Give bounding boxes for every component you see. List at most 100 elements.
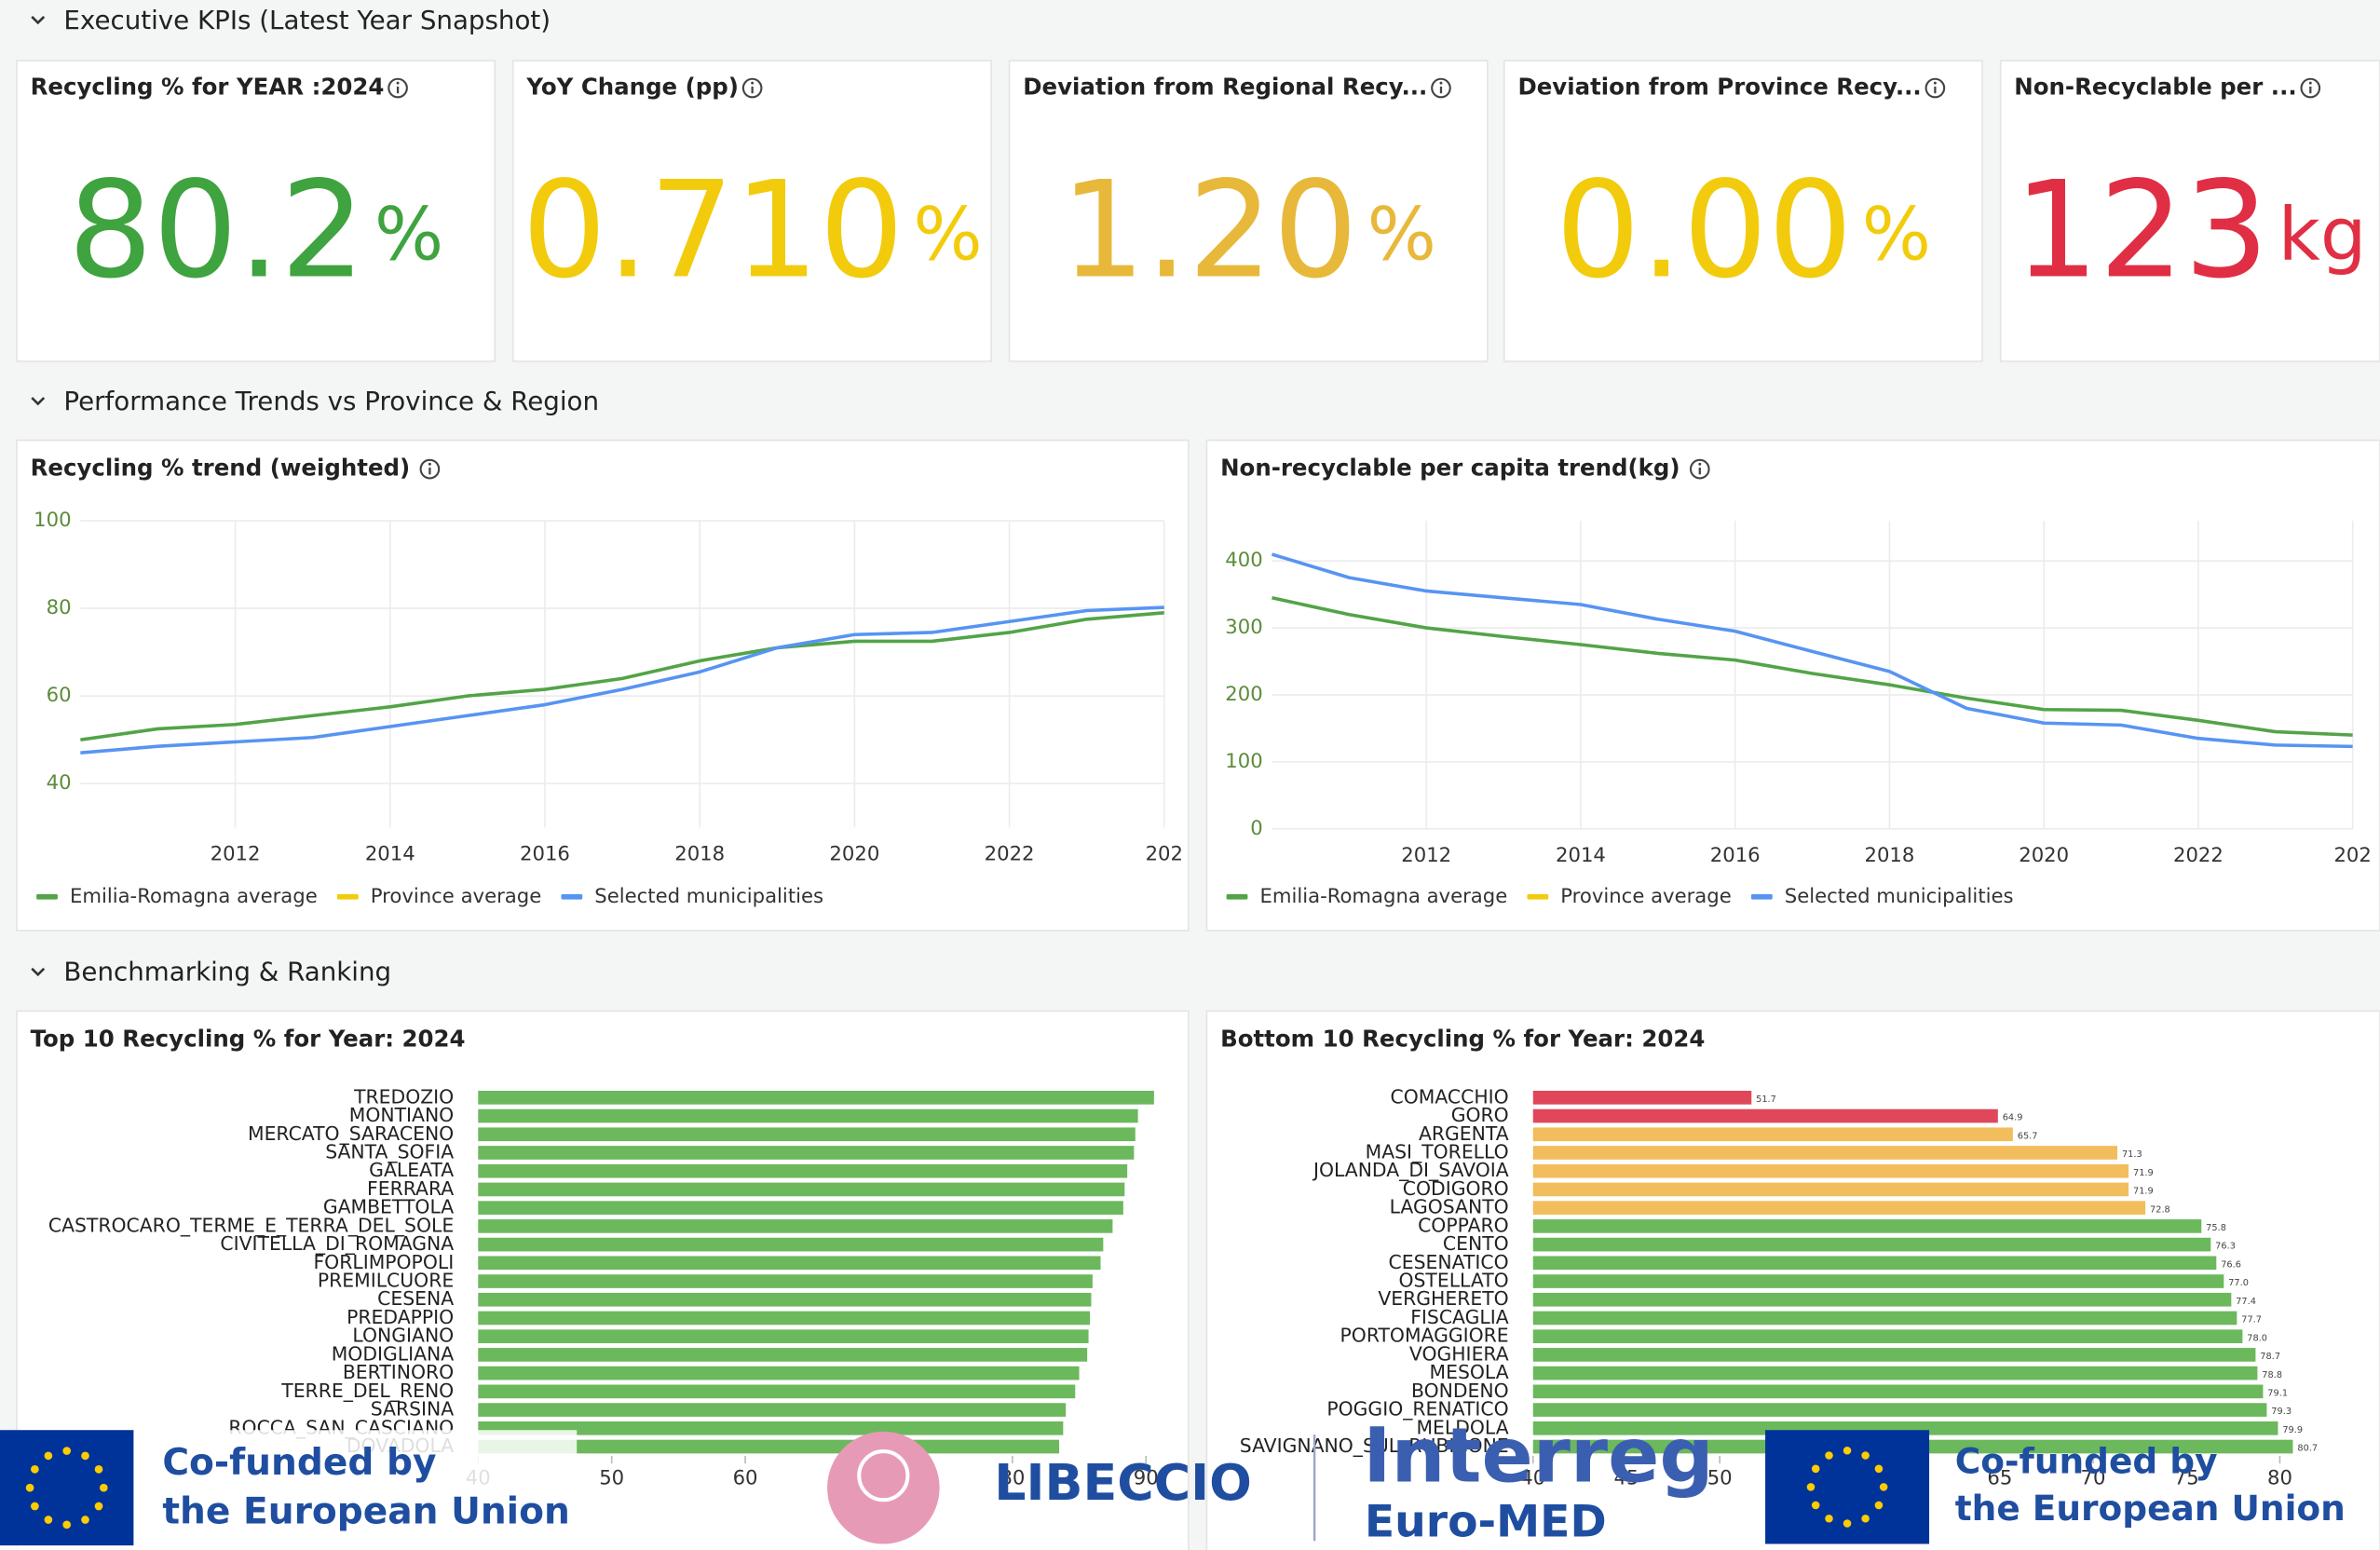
kpi-number: 123 (2014, 153, 2269, 308)
value-label: 76.6 (2221, 1259, 2241, 1270)
bar (478, 1146, 1135, 1160)
series-line (80, 605, 1164, 755)
legend-label[interactable]: Province average (1560, 884, 1731, 907)
x-tick-label: 75 (2174, 1465, 2199, 1489)
legend-swatch[interactable] (336, 893, 359, 900)
bar (1532, 1403, 2267, 1417)
info-icon-dot (1933, 81, 1937, 85)
kpi-unit: % (374, 193, 443, 278)
legend-swatch[interactable] (561, 893, 583, 900)
legend-swatch[interactable] (1226, 893, 1248, 900)
y-tick-label: 40 (47, 770, 72, 794)
kpi-value: 0.00% (1556, 153, 1931, 308)
info-icon (741, 77, 763, 99)
bar (1532, 1090, 1752, 1105)
bar (1532, 1329, 2243, 1344)
collapse-chevron[interactable] (31, 967, 46, 977)
category-label: COMACCHIO (1391, 1085, 1509, 1108)
category-label: LONGIANO (352, 1325, 454, 1347)
info-icon-dot (428, 462, 431, 466)
panel (16, 60, 496, 362)
kpi-unit: % (1367, 193, 1436, 278)
kpi-unit: % (1862, 193, 1931, 278)
legend-swatch[interactable] (1527, 893, 1549, 900)
panel (511, 60, 992, 362)
x-tick-label: 65 (1987, 1465, 2012, 1489)
section-title[interactable]: Executive KPIs (Latest Year Snapshot) (63, 5, 551, 35)
x-tick-label: 2012 (211, 842, 261, 865)
category-label: MODIGLIANA (332, 1342, 455, 1365)
category-label: SARSINA (371, 1398, 455, 1421)
bar (1532, 1146, 2118, 1160)
category-label: JOLANDA_DI_SAVOIA (1312, 1159, 1509, 1182)
legend-label[interactable]: Emilia-Romagna average (1259, 884, 1507, 907)
collapse-chevron[interactable] (31, 16, 46, 25)
eu-star (1874, 1464, 1884, 1474)
category-label: GAMBETTOLA (323, 1196, 454, 1218)
legend-label[interactable]: Selected municipalities (1785, 884, 2014, 907)
category-label: MELDOLA (1416, 1416, 1508, 1438)
series-line (1272, 596, 2353, 737)
eu-star (31, 1502, 39, 1511)
value-label: 79.3 (2271, 1407, 2292, 1417)
legend-label[interactable]: Emilia-Romagna average (70, 884, 318, 907)
bar (478, 1127, 1136, 1142)
category-label: GALEATA (369, 1159, 454, 1181)
legend-swatch[interactable] (1750, 893, 1773, 900)
kpi-title: Recycling % for YEAR :2024 (31, 74, 385, 101)
kpi-number: 0.00 (1556, 153, 1853, 308)
value-label: 77.0 (2228, 1278, 2249, 1288)
eu-star (44, 1516, 53, 1524)
kpi-title: YoY Change (pp) (525, 74, 739, 101)
kpi-unit: kg (2278, 193, 2367, 278)
series-line (80, 610, 1164, 741)
info-icon (1431, 77, 1451, 99)
category-label: TERRE_DEL_RENO (280, 1380, 454, 1403)
eu-star (1879, 1483, 1888, 1491)
x-tick-label: 2018 (674, 842, 725, 865)
libeccio-logo (827, 1431, 940, 1544)
eu-star (62, 1520, 72, 1530)
eu-star (1861, 1451, 1870, 1460)
category-label: ARGENTA (1419, 1122, 1509, 1145)
value-label: 71.9 (2133, 1187, 2154, 1197)
y-tick-label: 400 (1225, 548, 1262, 571)
y-tick-label: 60 (47, 683, 72, 706)
x-tick-label: 2020 (2019, 843, 2069, 866)
value-label: 78.8 (2262, 1370, 2282, 1380)
section-title[interactable]: Benchmarking & Ranking (63, 957, 391, 987)
category-label: POGGIO_RENATICO (1326, 1398, 1508, 1421)
info-icon (419, 458, 441, 480)
bar (1532, 1201, 2146, 1215)
category-label: GORO (1451, 1104, 1509, 1126)
section-title[interactable]: Performance Trends vs Province & Region (63, 386, 599, 416)
bar (478, 1348, 1088, 1362)
category-label: VERGHERETO (1378, 1287, 1508, 1310)
chart-title: Non-recyclable per capita trend(kg) (1220, 455, 1680, 482)
legend-label[interactable]: Province average (371, 884, 541, 907)
value-label: 75.8 (2206, 1223, 2226, 1233)
eu-star (94, 1465, 103, 1474)
collapse-chevron[interactable] (31, 397, 46, 406)
cofunded-text: the European Union (162, 1490, 569, 1532)
eu-star (1811, 1464, 1820, 1474)
eu-star (1843, 1446, 1852, 1455)
y-tick-label: 300 (1225, 615, 1262, 638)
eu-star (31, 1465, 39, 1474)
category-label: SAVIGNANO_SUL_RUBICONE (1240, 1434, 1509, 1458)
chart-title: Bottom 10 Recycling % for Year: 2024 (1220, 1025, 1705, 1052)
legend-label[interactable]: Selected municipalities (594, 884, 823, 907)
bar (1532, 1256, 2217, 1271)
category-label: FERRARA (367, 1177, 454, 1200)
bar (1532, 1219, 2202, 1233)
cofunded-text: the European Union (1955, 1488, 2346, 1529)
value-label: 79.1 (2267, 1388, 2288, 1398)
category-label: PREMILCUORE (318, 1270, 454, 1292)
bar (478, 1201, 1123, 1215)
info-icon-dot (751, 81, 755, 85)
value-label: 78.7 (2260, 1352, 2280, 1362)
bar (1532, 1127, 2013, 1142)
legend-swatch[interactable] (36, 893, 58, 900)
